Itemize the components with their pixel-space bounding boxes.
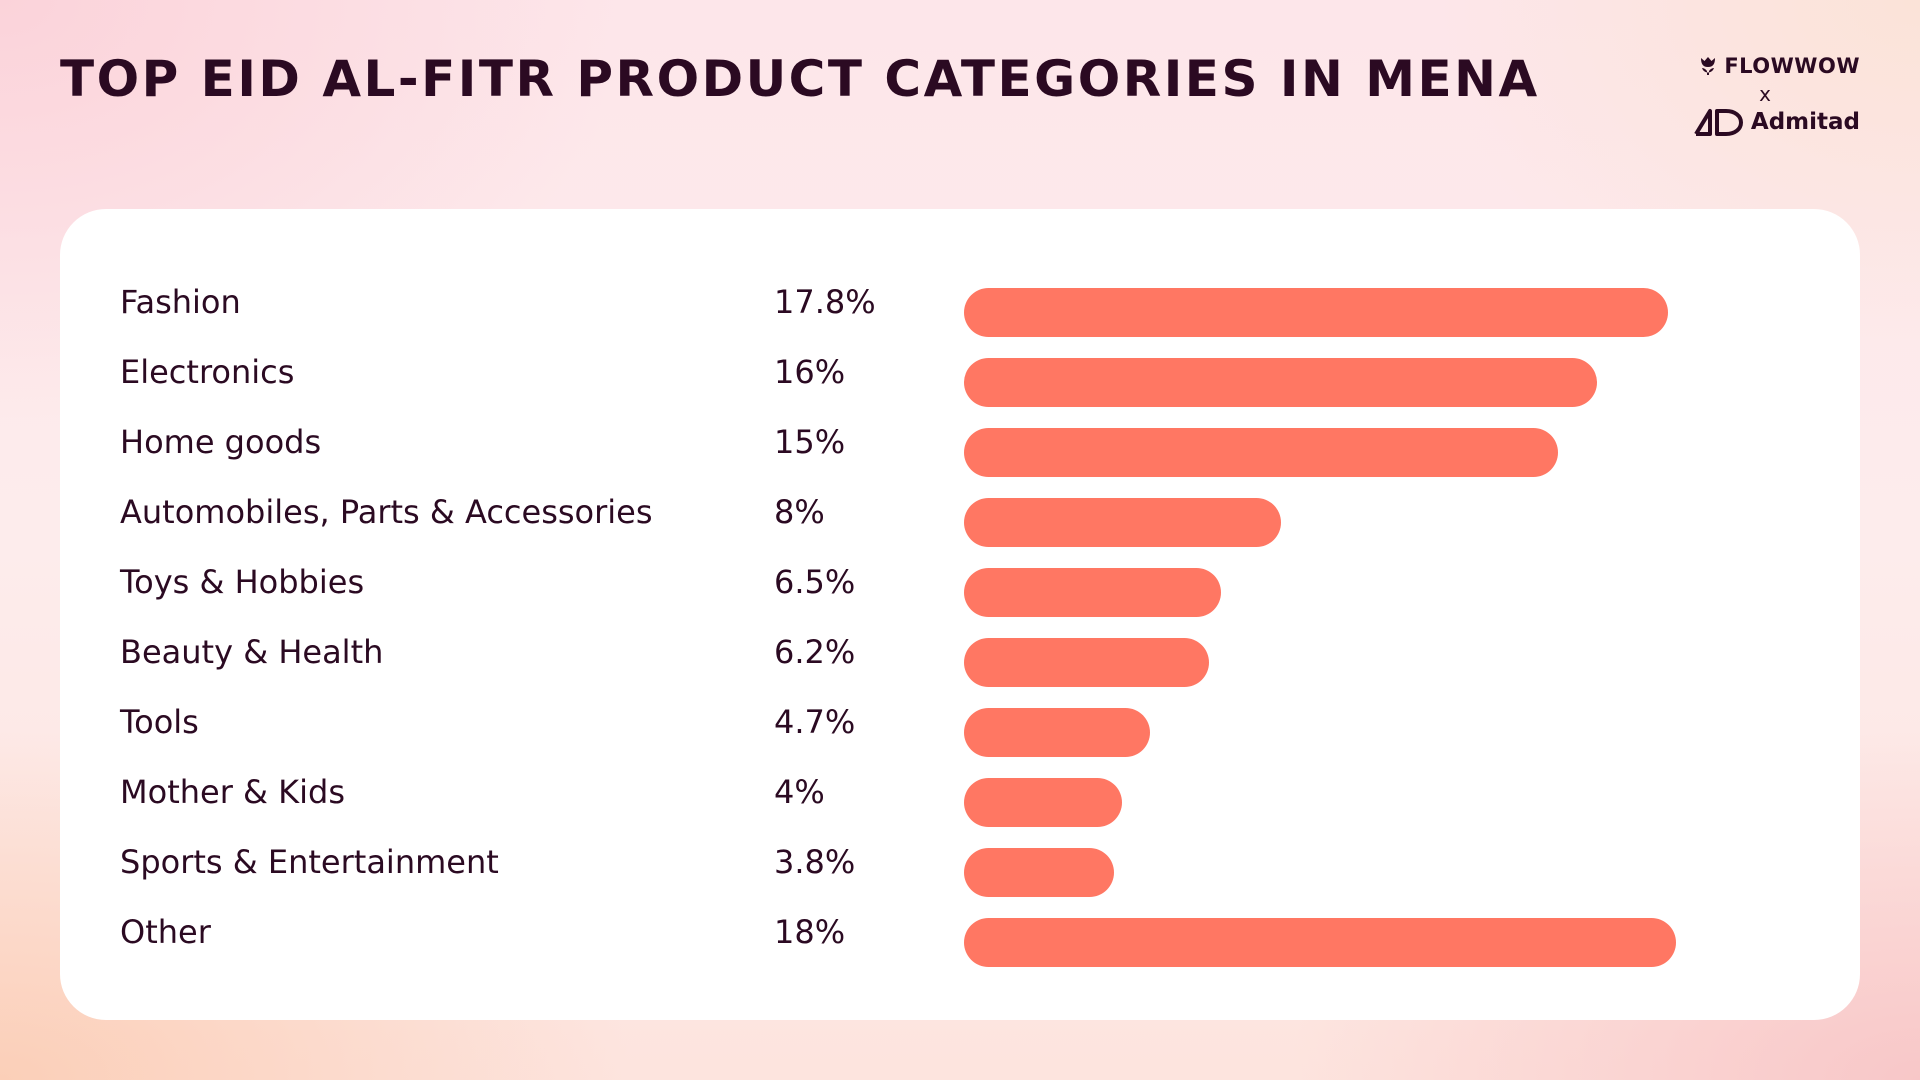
chart-card: Fashion 17.8% Electronics 16% Home goods 15% A… (60, 209, 1860, 1020)
bar (964, 288, 1668, 337)
chart-row: Sports & Entertainment 3.8% (60, 838, 1860, 897)
admitad-logo: Admitad (1693, 108, 1860, 136)
bar (964, 358, 1597, 407)
ad-logo-icon (1694, 109, 1743, 136)
value-label: 15% (774, 423, 846, 461)
value-label: 4.7% (774, 703, 856, 741)
bar (964, 708, 1150, 757)
brand-logos: FLOWWOW x Admitad (1670, 54, 1860, 136)
value-label: 6.2% (774, 633, 856, 671)
category-label: Toys & Hobbies (120, 563, 365, 601)
value-label: 18% (774, 913, 846, 951)
flowwow-logo: FLOWWOW (1698, 54, 1860, 78)
bar (964, 568, 1221, 617)
category-label: Beauty & Health (120, 633, 384, 671)
category-label: Automobiles, Parts & Accessories (120, 493, 653, 531)
category-label: Other (120, 913, 211, 951)
bar (964, 778, 1122, 827)
chart-row: Toys & Hobbies 6.5% (60, 558, 1860, 617)
category-label: Fashion (120, 283, 241, 321)
chart-row: Electronics 16% (60, 348, 1860, 407)
chart-row: Mother & Kids 4% (60, 768, 1860, 827)
category-label: Electronics (120, 353, 295, 391)
category-label: Sports & Entertainment (120, 843, 499, 881)
chart-row: Beauty & Health 6.2% (60, 628, 1860, 687)
tulip-icon (1701, 57, 1716, 75)
value-label: 4% (774, 773, 825, 811)
bar (964, 848, 1114, 897)
chart-row: Automobiles, Parts & Accessories 8% (60, 488, 1860, 547)
bar (964, 498, 1281, 547)
value-label: 6.5% (774, 563, 856, 601)
chart-row: Tools 4.7% (60, 698, 1860, 757)
chart-row: Other 18% (60, 908, 1860, 967)
admitad-wordmark: Admitad (1750, 109, 1860, 135)
category-label: Tools (120, 703, 199, 741)
chart-row: Fashion 17.8% (60, 278, 1860, 337)
value-label: 17.8% (774, 283, 876, 321)
value-label: 3.8% (774, 843, 856, 881)
chart-row: Home goods 15% (60, 418, 1860, 477)
chart-title: TOP EID AL-FITR PRODUCT CATEGORIES IN ME… (60, 50, 1540, 108)
category-label: Home goods (120, 423, 322, 461)
category-label: Mother & Kids (120, 773, 346, 811)
bar-chart: Fashion 17.8% Electronics 16% Home goods 15% A… (60, 209, 1860, 1020)
value-label: 16% (774, 353, 846, 391)
bar (964, 918, 1676, 967)
brand-separator: x (1759, 82, 1771, 106)
value-label: 8% (774, 493, 825, 531)
bar (964, 638, 1209, 687)
bar (964, 428, 1558, 477)
flowwow-wordmark: FLOWWOW (1724, 54, 1860, 78)
